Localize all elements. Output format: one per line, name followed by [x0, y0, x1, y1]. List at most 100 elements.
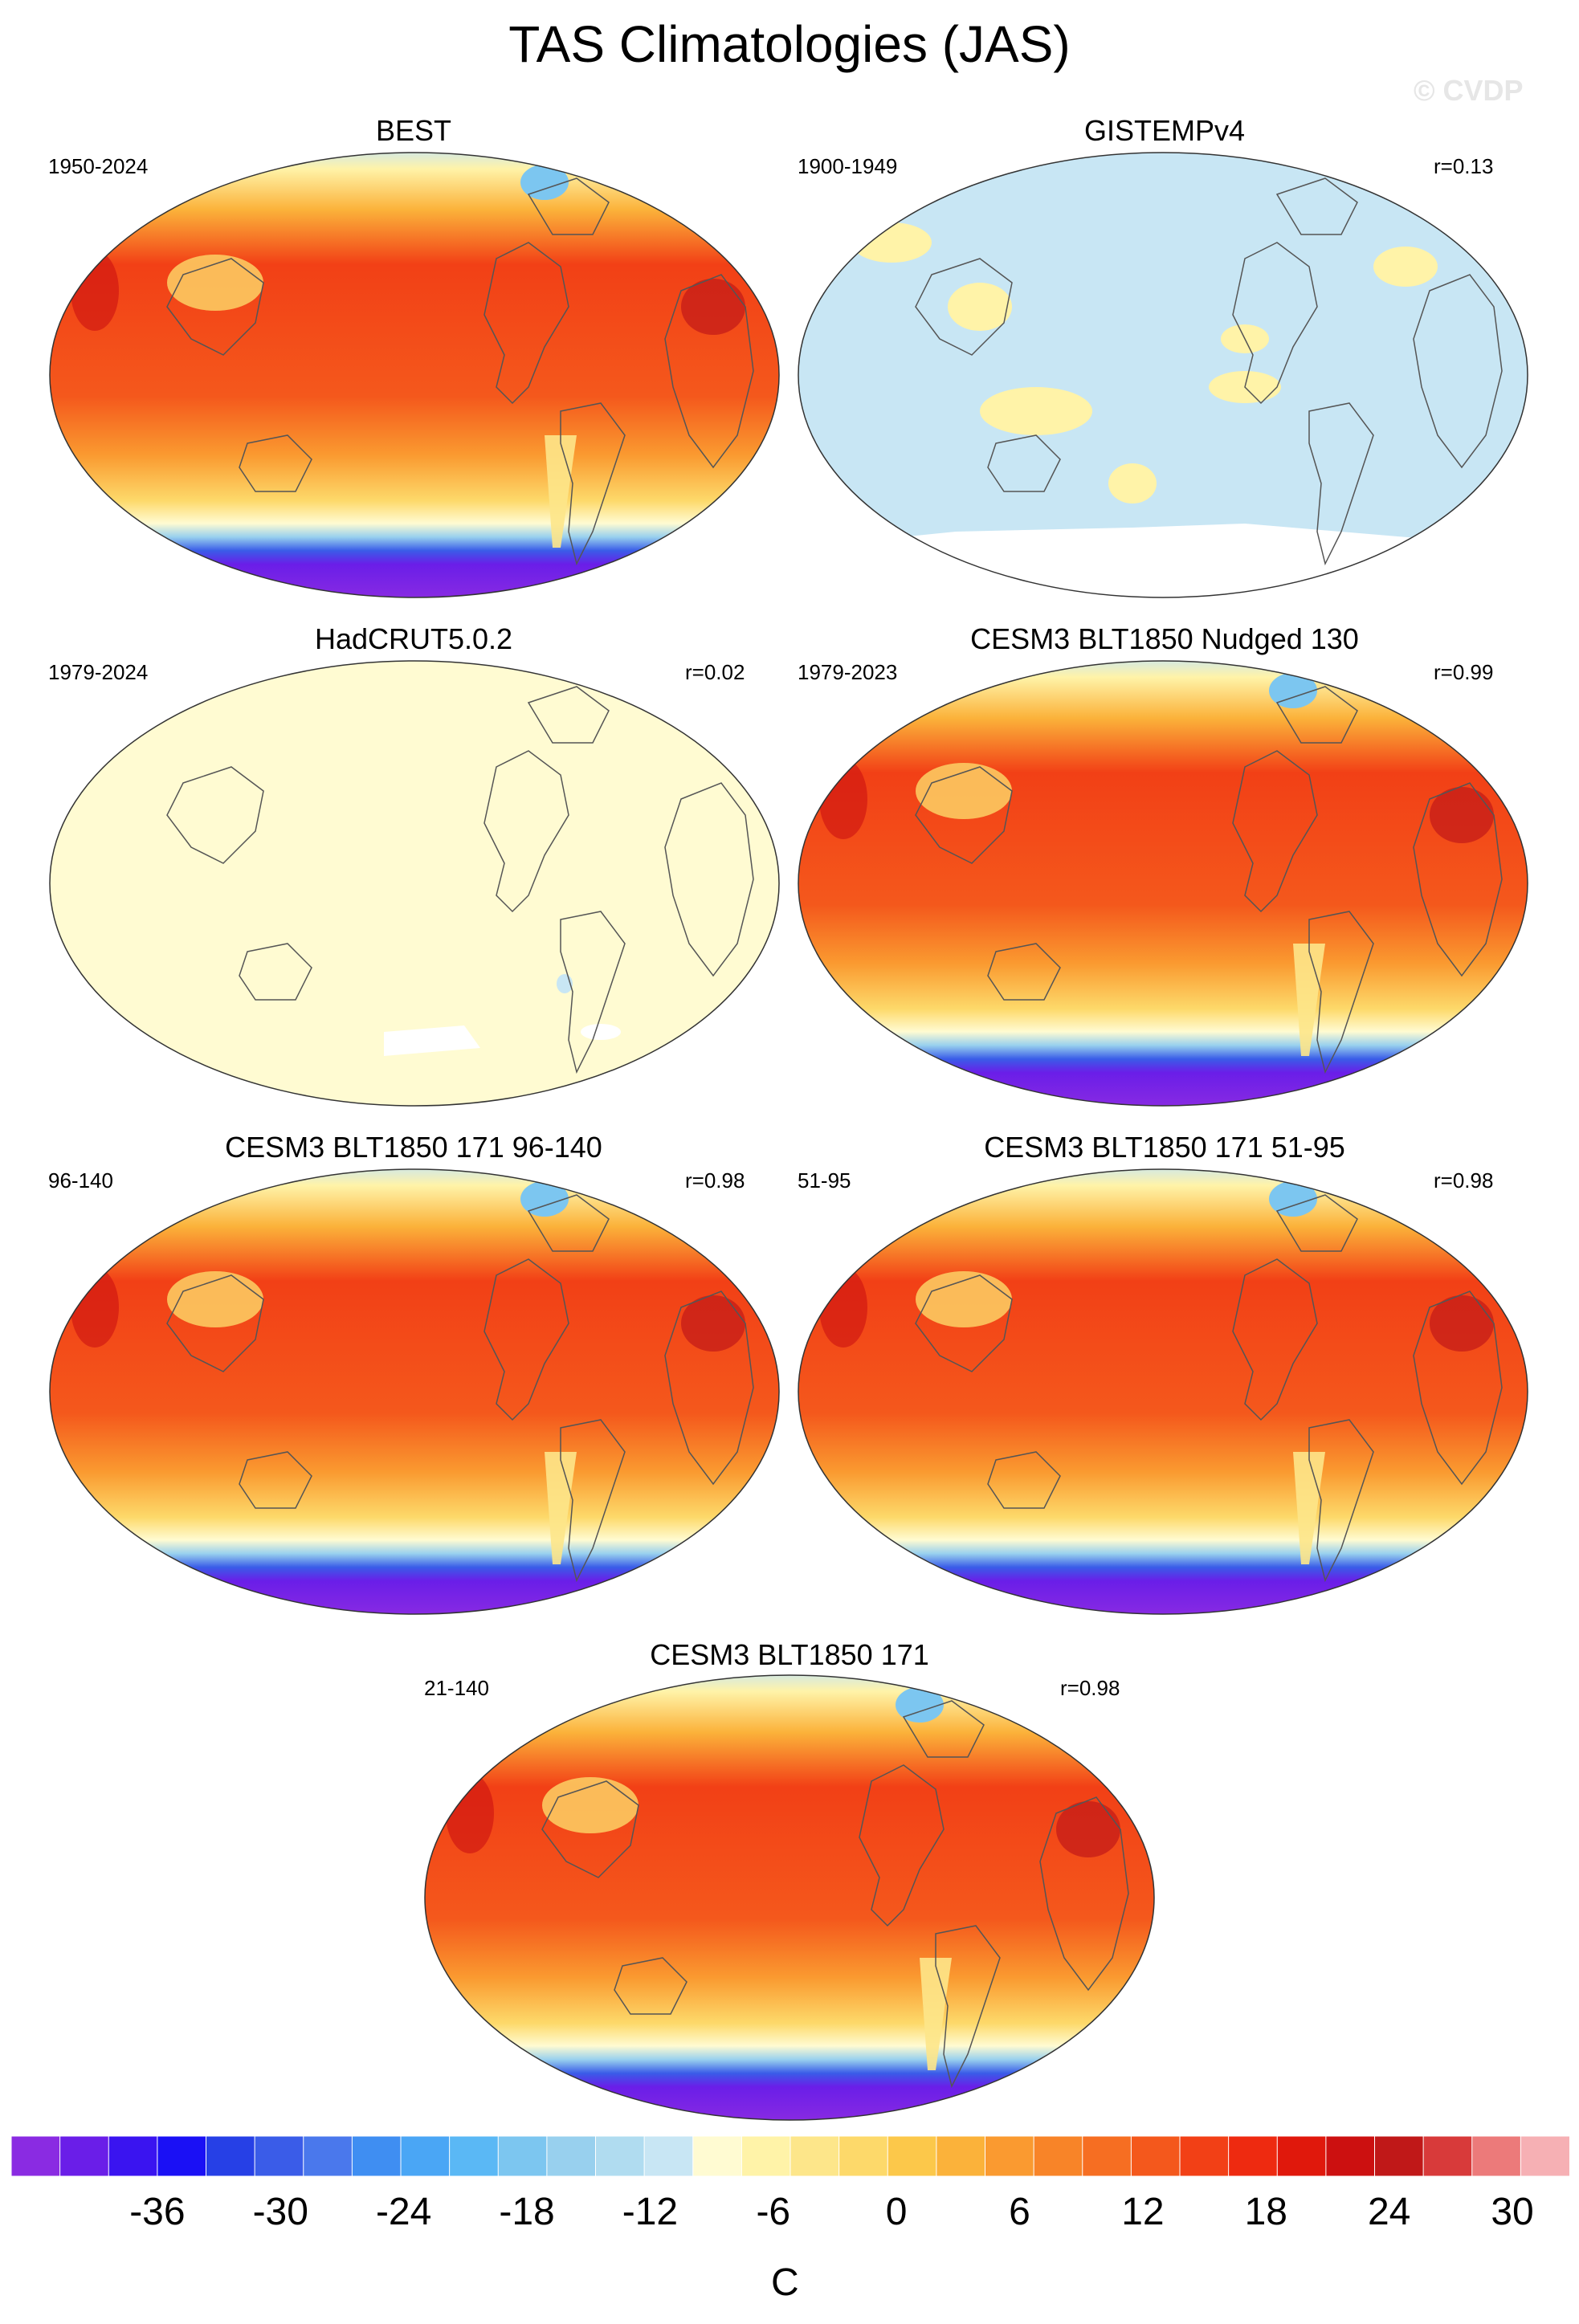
map-panel: [49, 1168, 780, 1615]
colorbar-tick-label: 18: [1244, 2191, 1287, 2233]
colorbar-swatch: [1276, 2136, 1327, 2176]
coastline: [560, 911, 626, 1074]
temperature-field: [425, 1675, 1154, 2120]
colorbar-tick-label: 12: [1121, 2191, 1165, 2233]
map-panel: [49, 660, 780, 1107]
colorbar-swatch: [1082, 2136, 1132, 2176]
coastline: [1039, 1796, 1129, 1992]
warm-patch: [1373, 247, 1438, 287]
coastline: [560, 1419, 626, 1583]
colorbar-swatch: [400, 2136, 451, 2176]
colorbar-swatch: [887, 2136, 937, 2176]
plateau-cool-spot: [542, 1777, 639, 1833]
coastline: [166, 766, 264, 864]
coastline: [915, 766, 1013, 864]
desert-hot-spot: [1056, 1801, 1120, 1857]
coastline: [1413, 1290, 1503, 1486]
andes-cool-strip: [1293, 1452, 1325, 1564]
coastline: [1308, 911, 1374, 1074]
panel-title: CESM3 BLT1850 171 96-140: [225, 1131, 602, 1164]
hot-spot: [71, 1267, 119, 1348]
temperature-field: [798, 661, 1528, 1106]
map-panel: [49, 152, 780, 598]
coastline: [935, 1925, 1001, 2089]
colorbar-swatch: [643, 2136, 694, 2176]
map-frame: [798, 660, 1528, 1107]
colorbar-tick-label: 30: [1491, 2191, 1534, 2233]
page-title: TAS Climatologies (JAS): [508, 15, 1071, 73]
colorbar-tick-label: -18: [499, 2191, 555, 2233]
coastline: [915, 1274, 1013, 1372]
hot-spot: [446, 1773, 494, 1853]
panel-correlation: r=0.13: [1434, 154, 1494, 178]
temperature-field: [50, 153, 779, 597]
coastline: [664, 782, 754, 977]
panel-correlation: r=0.99: [1434, 660, 1494, 684]
warm-patch: [851, 222, 932, 263]
andes-cool-strip: [1293, 944, 1325, 1056]
colorbar-swatch: [1033, 2136, 1083, 2176]
map-frame: [49, 1168, 780, 1615]
coastline: [1275, 1194, 1358, 1252]
colorbar-swatch: [985, 2136, 1035, 2176]
coastline: [239, 943, 312, 1001]
panel-correlation: r=0.98: [1434, 1168, 1494, 1193]
panel-correlation: r=0.98: [685, 1168, 745, 1193]
coastline: [239, 1451, 312, 1509]
coastline: [614, 1957, 687, 2015]
missing-data-region: [384, 1025, 480, 1056]
warm-patch: [948, 283, 1012, 331]
coastline: [527, 1194, 610, 1252]
colorbar-swatch: [1179, 2136, 1230, 2176]
colorbar-swatch: [206, 2136, 256, 2176]
map-panel: [798, 152, 1528, 598]
colorbar-swatch: [790, 2136, 840, 2176]
colorbar-tick-label: -24: [375, 2191, 432, 2233]
greenland-cold-spot: [520, 165, 569, 200]
coastline: [1232, 1258, 1318, 1421]
colorbar-swatch: [595, 2136, 646, 2176]
warm-patch: [980, 387, 1092, 435]
hot-spot: [71, 251, 119, 331]
coastline: [527, 686, 610, 744]
coastline: [541, 1780, 639, 1878]
coastline: [560, 402, 626, 566]
plateau-cool-spot: [167, 255, 263, 311]
watermark: © CVDP: [1414, 74, 1524, 107]
colorbar-tick-label: 6: [1009, 2191, 1030, 2233]
map-frame: [424, 1674, 1155, 2121]
coastline: [239, 434, 312, 492]
panel-title: CESM3 BLT1850 Nudged 130: [970, 622, 1359, 655]
map-frame: [49, 152, 780, 598]
panel-period: 1900-1949: [798, 154, 898, 178]
colorbar-swatch: [11, 2136, 61, 2176]
colorbar-swatch: [254, 2136, 304, 2176]
coastline: [1308, 402, 1374, 566]
map-panel: [424, 1674, 1155, 2121]
plateau-cool-spot: [167, 1271, 263, 1327]
coastline: [1413, 782, 1503, 977]
panel-correlation: r=0.02: [685, 660, 745, 684]
panel-title: CESM3 BLT1850 171: [650, 1638, 929, 1671]
coastline: [915, 258, 1013, 356]
panel-title: HadCRUT5.0.2: [314, 622, 513, 655]
colorbar-swatch: [546, 2136, 597, 2176]
panel-period: 21-140: [424, 1676, 489, 1700]
coastline: [1275, 686, 1358, 744]
coastline: [166, 258, 264, 356]
andes-cool-strip: [920, 1958, 952, 2070]
colorbar-swatch: [1520, 2136, 1569, 2176]
coastline: [987, 1451, 1061, 1509]
coastline: [483, 750, 569, 913]
colorbar-tick-label: -36: [129, 2191, 186, 2233]
greenland-cold-spot: [520, 1181, 569, 1217]
colorbar-swatch: [1228, 2136, 1279, 2176]
map-frame: [798, 152, 1528, 598]
coastline: [1413, 274, 1503, 469]
panel-correlation: r=0.98: [1060, 1676, 1120, 1700]
coastline: [1308, 1419, 1374, 1583]
colorbar-tick-label: -12: [622, 2191, 679, 2233]
panel-period: 96-140: [48, 1168, 113, 1193]
desert-hot-spot: [1430, 787, 1494, 843]
desert-hot-spot: [1430, 1295, 1494, 1352]
